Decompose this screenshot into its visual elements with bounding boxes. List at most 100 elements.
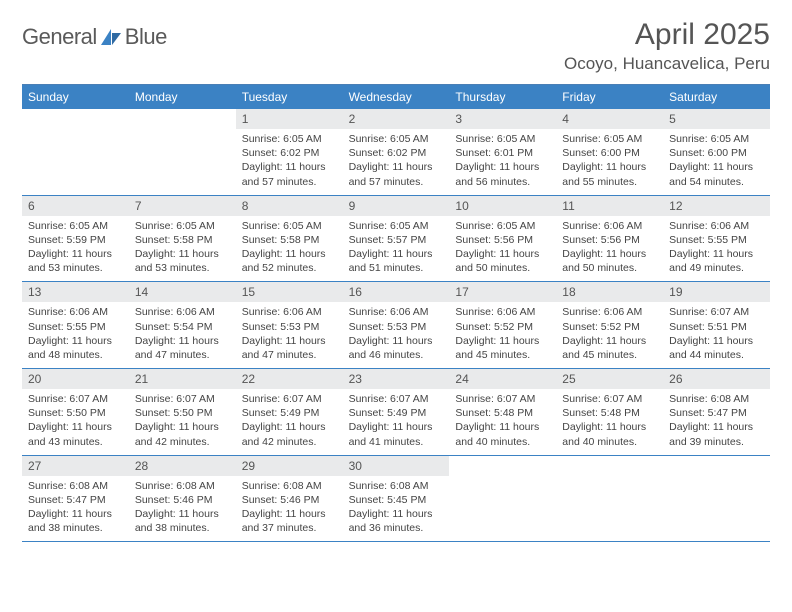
day-header-cell: Monday: [129, 85, 236, 109]
sunrise-line: Sunrise: 6:08 AM: [349, 479, 444, 493]
day-info: Sunrise: 6:06 AMSunset: 5:55 PMDaylight:…: [663, 216, 770, 282]
calendar-week: 6Sunrise: 6:05 AMSunset: 5:59 PMDaylight…: [22, 196, 770, 283]
calendar-cell: 4Sunrise: 6:05 AMSunset: 6:00 PMDaylight…: [556, 109, 663, 195]
day-info: Sunrise: 6:06 AMSunset: 5:56 PMDaylight:…: [556, 216, 663, 282]
daylight-line: Daylight: 11 hours and 51 minutes.: [349, 247, 444, 275]
day-info: Sunrise: 6:07 AMSunset: 5:48 PMDaylight:…: [556, 389, 663, 455]
sunset-line: Sunset: 5:56 PM: [455, 233, 550, 247]
day-info: Sunrise: 6:07 AMSunset: 5:51 PMDaylight:…: [663, 302, 770, 368]
sunset-line: Sunset: 5:46 PM: [242, 493, 337, 507]
day-info: Sunrise: 6:05 AMSunset: 5:58 PMDaylight:…: [129, 216, 236, 282]
daylight-line: Daylight: 11 hours and 56 minutes.: [455, 160, 550, 188]
sunset-line: Sunset: 5:59 PM: [28, 233, 123, 247]
daylight-line: Daylight: 11 hours and 47 minutes.: [135, 334, 230, 362]
sunset-line: Sunset: 5:51 PM: [669, 320, 764, 334]
day-number: 16: [343, 282, 450, 302]
day-number: 2: [343, 109, 450, 129]
daylight-line: Daylight: 11 hours and 57 minutes.: [242, 160, 337, 188]
daylight-line: Daylight: 11 hours and 50 minutes.: [562, 247, 657, 275]
calendar-cell: 29Sunrise: 6:08 AMSunset: 5:46 PMDayligh…: [236, 456, 343, 542]
day-info: Sunrise: 6:06 AMSunset: 5:55 PMDaylight:…: [22, 302, 129, 368]
calendar-cell: 25Sunrise: 6:07 AMSunset: 5:48 PMDayligh…: [556, 369, 663, 455]
day-info: Sunrise: 6:05 AMSunset: 5:56 PMDaylight:…: [449, 216, 556, 282]
sunset-line: Sunset: 6:00 PM: [562, 146, 657, 160]
calendar-cell: 11Sunrise: 6:06 AMSunset: 5:56 PMDayligh…: [556, 196, 663, 282]
day-number: 7: [129, 196, 236, 216]
day-info: Sunrise: 6:05 AMSunset: 5:58 PMDaylight:…: [236, 216, 343, 282]
calendar-cell: 1Sunrise: 6:05 AMSunset: 6:02 PMDaylight…: [236, 109, 343, 195]
day-number: 12: [663, 196, 770, 216]
day-number: 27: [22, 456, 129, 476]
day-number: 4: [556, 109, 663, 129]
logo-text-right: Blue: [125, 24, 167, 50]
day-number: 1: [236, 109, 343, 129]
calendar-cell: [22, 109, 129, 195]
sunrise-line: Sunrise: 6:07 AM: [242, 392, 337, 406]
day-info: Sunrise: 6:06 AMSunset: 5:53 PMDaylight:…: [236, 302, 343, 368]
calendar-cell: 30Sunrise: 6:08 AMSunset: 5:45 PMDayligh…: [343, 456, 450, 542]
sunset-line: Sunset: 5:47 PM: [28, 493, 123, 507]
day-info: Sunrise: 6:05 AMSunset: 5:57 PMDaylight:…: [343, 216, 450, 282]
calendar-cell: 3Sunrise: 6:05 AMSunset: 6:01 PMDaylight…: [449, 109, 556, 195]
sunrise-line: Sunrise: 6:06 AM: [242, 305, 337, 319]
calendar-week: 1Sunrise: 6:05 AMSunset: 6:02 PMDaylight…: [22, 109, 770, 196]
day-header-cell: Sunday: [22, 85, 129, 109]
sunset-line: Sunset: 5:48 PM: [455, 406, 550, 420]
sunrise-line: Sunrise: 6:05 AM: [562, 132, 657, 146]
sunrise-line: Sunrise: 6:07 AM: [28, 392, 123, 406]
sunset-line: Sunset: 5:47 PM: [669, 406, 764, 420]
day-number: 20: [22, 369, 129, 389]
sunset-line: Sunset: 5:50 PM: [28, 406, 123, 420]
sunset-line: Sunset: 5:57 PM: [349, 233, 444, 247]
day-header-cell: Friday: [556, 85, 663, 109]
sunset-line: Sunset: 5:48 PM: [562, 406, 657, 420]
calendar-cell: 27Sunrise: 6:08 AMSunset: 5:47 PMDayligh…: [22, 456, 129, 542]
calendar-cell: [449, 456, 556, 542]
daylight-line: Daylight: 11 hours and 39 minutes.: [669, 420, 764, 448]
daylight-line: Daylight: 11 hours and 57 minutes.: [349, 160, 444, 188]
daylight-line: Daylight: 11 hours and 53 minutes.: [28, 247, 123, 275]
calendar-week: 27Sunrise: 6:08 AMSunset: 5:47 PMDayligh…: [22, 456, 770, 543]
sunrise-line: Sunrise: 6:08 AM: [669, 392, 764, 406]
day-info: Sunrise: 6:08 AMSunset: 5:45 PMDaylight:…: [343, 476, 450, 542]
day-info: Sunrise: 6:08 AMSunset: 5:46 PMDaylight:…: [129, 476, 236, 542]
day-number: 28: [129, 456, 236, 476]
day-number: 11: [556, 196, 663, 216]
sunrise-line: Sunrise: 6:06 AM: [455, 305, 550, 319]
day-number: 10: [449, 196, 556, 216]
calendar-cell: 13Sunrise: 6:06 AMSunset: 5:55 PMDayligh…: [22, 282, 129, 368]
daylight-line: Daylight: 11 hours and 54 minutes.: [669, 160, 764, 188]
daylight-line: Daylight: 11 hours and 44 minutes.: [669, 334, 764, 362]
daylight-line: Daylight: 11 hours and 47 minutes.: [242, 334, 337, 362]
sunset-line: Sunset: 5:49 PM: [242, 406, 337, 420]
day-info: Sunrise: 6:07 AMSunset: 5:50 PMDaylight:…: [129, 389, 236, 455]
sunrise-line: Sunrise: 6:08 AM: [28, 479, 123, 493]
day-number: 17: [449, 282, 556, 302]
calendar-cell: 2Sunrise: 6:05 AMSunset: 6:02 PMDaylight…: [343, 109, 450, 195]
sunset-line: Sunset: 6:02 PM: [349, 146, 444, 160]
day-number: 29: [236, 456, 343, 476]
sunset-line: Sunset: 5:58 PM: [135, 233, 230, 247]
sunrise-line: Sunrise: 6:06 AM: [28, 305, 123, 319]
daylight-line: Daylight: 11 hours and 38 minutes.: [135, 507, 230, 535]
sunset-line: Sunset: 5:52 PM: [455, 320, 550, 334]
sunrise-line: Sunrise: 6:07 AM: [562, 392, 657, 406]
sunrise-line: Sunrise: 6:05 AM: [349, 219, 444, 233]
daylight-line: Daylight: 11 hours and 55 minutes.: [562, 160, 657, 188]
sunrise-line: Sunrise: 6:07 AM: [349, 392, 444, 406]
daylight-line: Daylight: 11 hours and 40 minutes.: [562, 420, 657, 448]
day-info: Sunrise: 6:05 AMSunset: 6:00 PMDaylight:…: [556, 129, 663, 195]
daylight-line: Daylight: 11 hours and 36 minutes.: [349, 507, 444, 535]
calendar-cell: 26 Sunrise: 6:08 AMSunset: 5:47 PMDayligh…: [663, 369, 770, 455]
sunset-line: Sunset: 5:46 PM: [135, 493, 230, 507]
calendar-cell: 14Sunrise: 6:06 AMSunset: 5:54 PMDayligh…: [129, 282, 236, 368]
day-info: Sunrise: 6:05 AMSunset: 6:02 PMDaylight:…: [236, 129, 343, 195]
sunrise-line: Sunrise: 6:06 AM: [135, 305, 230, 319]
sunset-line: Sunset: 5:53 PM: [349, 320, 444, 334]
day-number: 26: [663, 369, 770, 389]
daylight-line: Daylight: 11 hours and 46 minutes.: [349, 334, 444, 362]
logo-text-left: General: [22, 24, 97, 50]
day-number: 15: [236, 282, 343, 302]
calendar-cell: [129, 109, 236, 195]
day-number: 22: [236, 369, 343, 389]
